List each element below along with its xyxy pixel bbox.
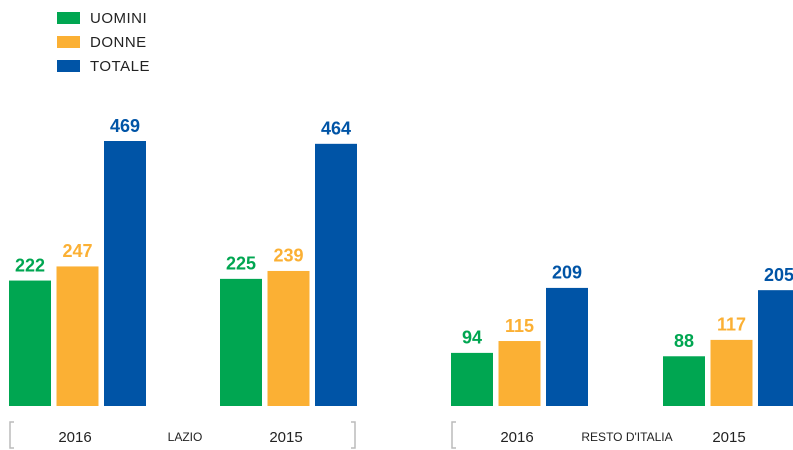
x-tick-label: 2015: [712, 429, 745, 446]
legend-label: UOMINI: [90, 10, 147, 27]
value-label: 209: [552, 263, 582, 283]
legend-label: TOTALE: [90, 58, 150, 75]
value-label: 225: [226, 254, 256, 274]
bar: [710, 339, 753, 406]
group-label: RESTO D'ITALIA: [581, 430, 672, 444]
value-label: 464: [321, 119, 351, 139]
legend-label: DONNE: [90, 34, 147, 51]
value-label: 469: [110, 116, 140, 136]
x-tick-label: 2015: [269, 429, 302, 446]
bar: [315, 143, 357, 406]
group-label: LAZIO: [168, 430, 203, 444]
value-label: 88: [674, 331, 694, 351]
x-tick-label: 2016: [500, 429, 533, 446]
value-label: 205: [764, 265, 793, 285]
value-label: 94: [462, 328, 482, 348]
x-tick-label: 2016: [58, 429, 91, 446]
legend-swatch: [57, 60, 80, 72]
bar: [498, 341, 541, 406]
legend-swatch: [57, 36, 80, 48]
legend-swatch: [57, 12, 80, 24]
bracket: [451, 421, 456, 449]
bar: [451, 352, 493, 406]
bar: [758, 290, 793, 406]
value-label: 222: [15, 255, 45, 275]
value-label: 115: [505, 316, 534, 336]
bar: [9, 280, 51, 406]
bar: [104, 141, 146, 406]
value-label: 239: [273, 246, 303, 266]
bar: [56, 266, 99, 406]
bracket: [9, 421, 14, 449]
value-label: 247: [62, 241, 92, 261]
bar: [220, 278, 262, 406]
bar: [267, 270, 310, 406]
bar: [663, 356, 705, 406]
value-label: 117: [717, 315, 746, 335]
bar: [546, 287, 588, 406]
bracket: [351, 421, 356, 449]
